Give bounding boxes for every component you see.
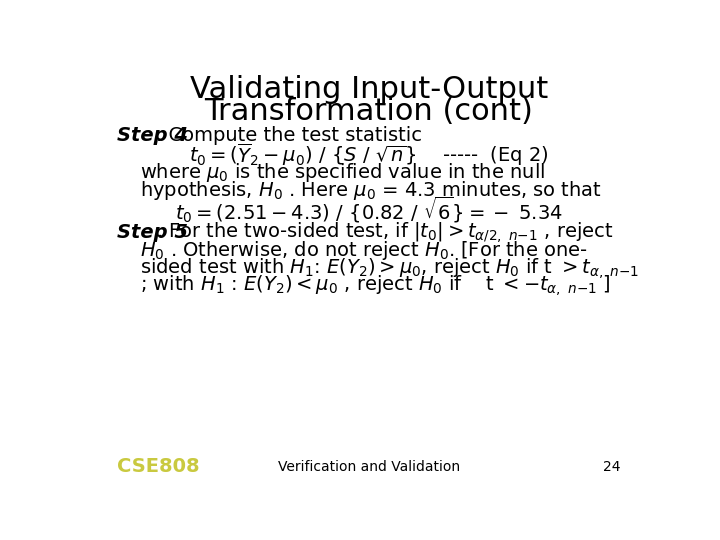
Text: Step 5: Step 5	[117, 223, 188, 242]
Text: CSE808: CSE808	[117, 457, 199, 476]
Text: Validating Input-Output: Validating Input-Output	[190, 75, 548, 104]
Text: . Compute the test statistic: . Compute the test statistic	[156, 126, 422, 145]
Text: $t_0 = (2.51 - 4.3)\ /\ \{0.82\ /\ \sqrt{6}\} = -\ 5.34$: $t_0 = (2.51 - 4.3)\ /\ \{0.82\ /\ \sqrt…	[175, 194, 563, 225]
Text: 24: 24	[603, 460, 621, 474]
Text: $H_0$ . Otherwise, do not reject $H_0$. [For the one-: $H_0$ . Otherwise, do not reject $H_0$. …	[140, 239, 588, 262]
Text: hypothesis, $H_0$ . Here $\mu_0$ = 4.3 minutes, so that: hypothesis, $H_0$ . Here $\mu_0$ = 4.3 m…	[140, 179, 603, 202]
Text: . For the two-sided test, if $|t_0| > t_{\alpha/2,\ n\mathsf{-}1}$ , reject: . For the two-sided test, if $|t_0| > t_…	[156, 220, 613, 245]
Text: $t_0 = (\overline{Y}_2 - \mu_0)\ /\ \{S\ /\ \sqrt{n}\}$    -----  (Eq 2): $t_0 = (\overline{Y}_2 - \mu_0)\ /\ \{S\…	[189, 141, 549, 168]
Text: where $\mu_0$ is the specified value in the null: where $\mu_0$ is the specified value in …	[140, 161, 546, 184]
Text: ; with $H_1$ : $E(Y_2) < \mu_0$ , reject $H_0$ if    t $< -t_{\alpha,\ n\mathsf{: ; with $H_1$ : $E(Y_2) < \mu_0$ , reject…	[140, 273, 611, 298]
Text: Verification and Validation: Verification and Validation	[278, 460, 460, 474]
Text: Transformation (cont): Transformation (cont)	[204, 97, 534, 125]
Text: Step 4: Step 4	[117, 126, 188, 145]
Text: sided test with $H_1$: $E(Y_2) > \mu_0$, reject $H_0$ if t $> t_{\alpha,\ n\math: sided test with $H_1$: $E(Y_2) > \mu_0$,…	[140, 255, 639, 280]
